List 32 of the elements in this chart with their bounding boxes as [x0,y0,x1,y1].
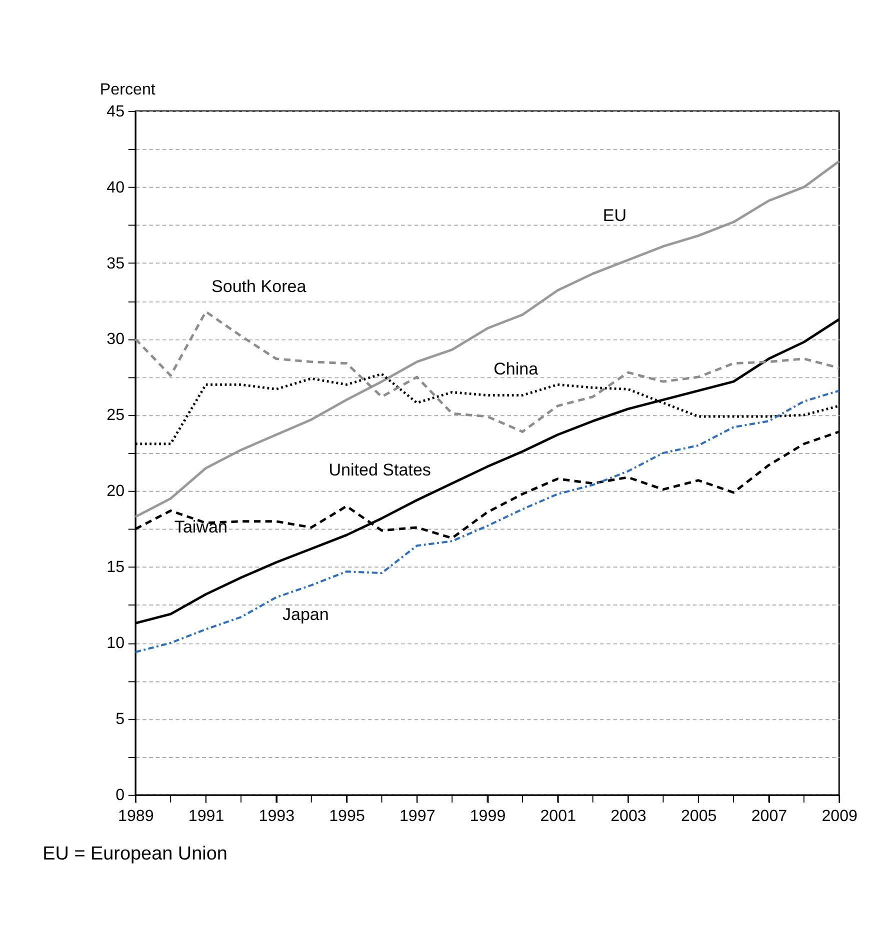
line-series [134,310,840,433]
series-label: EU [602,206,627,226]
x-tick-label: 2003 [610,806,646,825]
series-label: Japan [282,605,329,624]
series-label: United States [328,460,431,480]
x-tick-label: 1991 [188,806,224,825]
series-label: South Korea [211,276,307,296]
y-tick-label: 15 [106,558,125,576]
y-tick-label: 10 [106,634,125,652]
text: EU = European Union [42,843,228,864]
x-tick-label: 2005 [680,806,717,825]
x-tick-label: 2007 [751,806,788,825]
y-tick-label: 35 [106,254,125,272]
y-axis-title: Percent [100,80,156,99]
x-tick-label: 2009 [822,806,858,825]
x-tick-label: 1999 [470,806,506,825]
line-series [134,160,840,518]
line-series [134,390,840,654]
y-tick-label: 0 [116,786,125,804]
y-tick-label: 30 [106,330,125,348]
x-tick-label: 1995 [329,806,365,825]
series-label: China [494,359,539,378]
x-tick-label: 1989 [118,806,154,825]
y-tick-label: 45 [106,102,125,120]
y-tick-label: 40 [106,178,125,196]
x-tick-label: 2001 [540,806,576,825]
y-tick-label: 20 [106,482,125,500]
y-tick-label: 5 [116,710,125,728]
y-tick-label: 25 [106,406,125,424]
x-tick-label: 1997 [399,806,436,825]
series-label: Taiwan [174,518,228,537]
x-tick-label: 1993 [258,806,295,825]
